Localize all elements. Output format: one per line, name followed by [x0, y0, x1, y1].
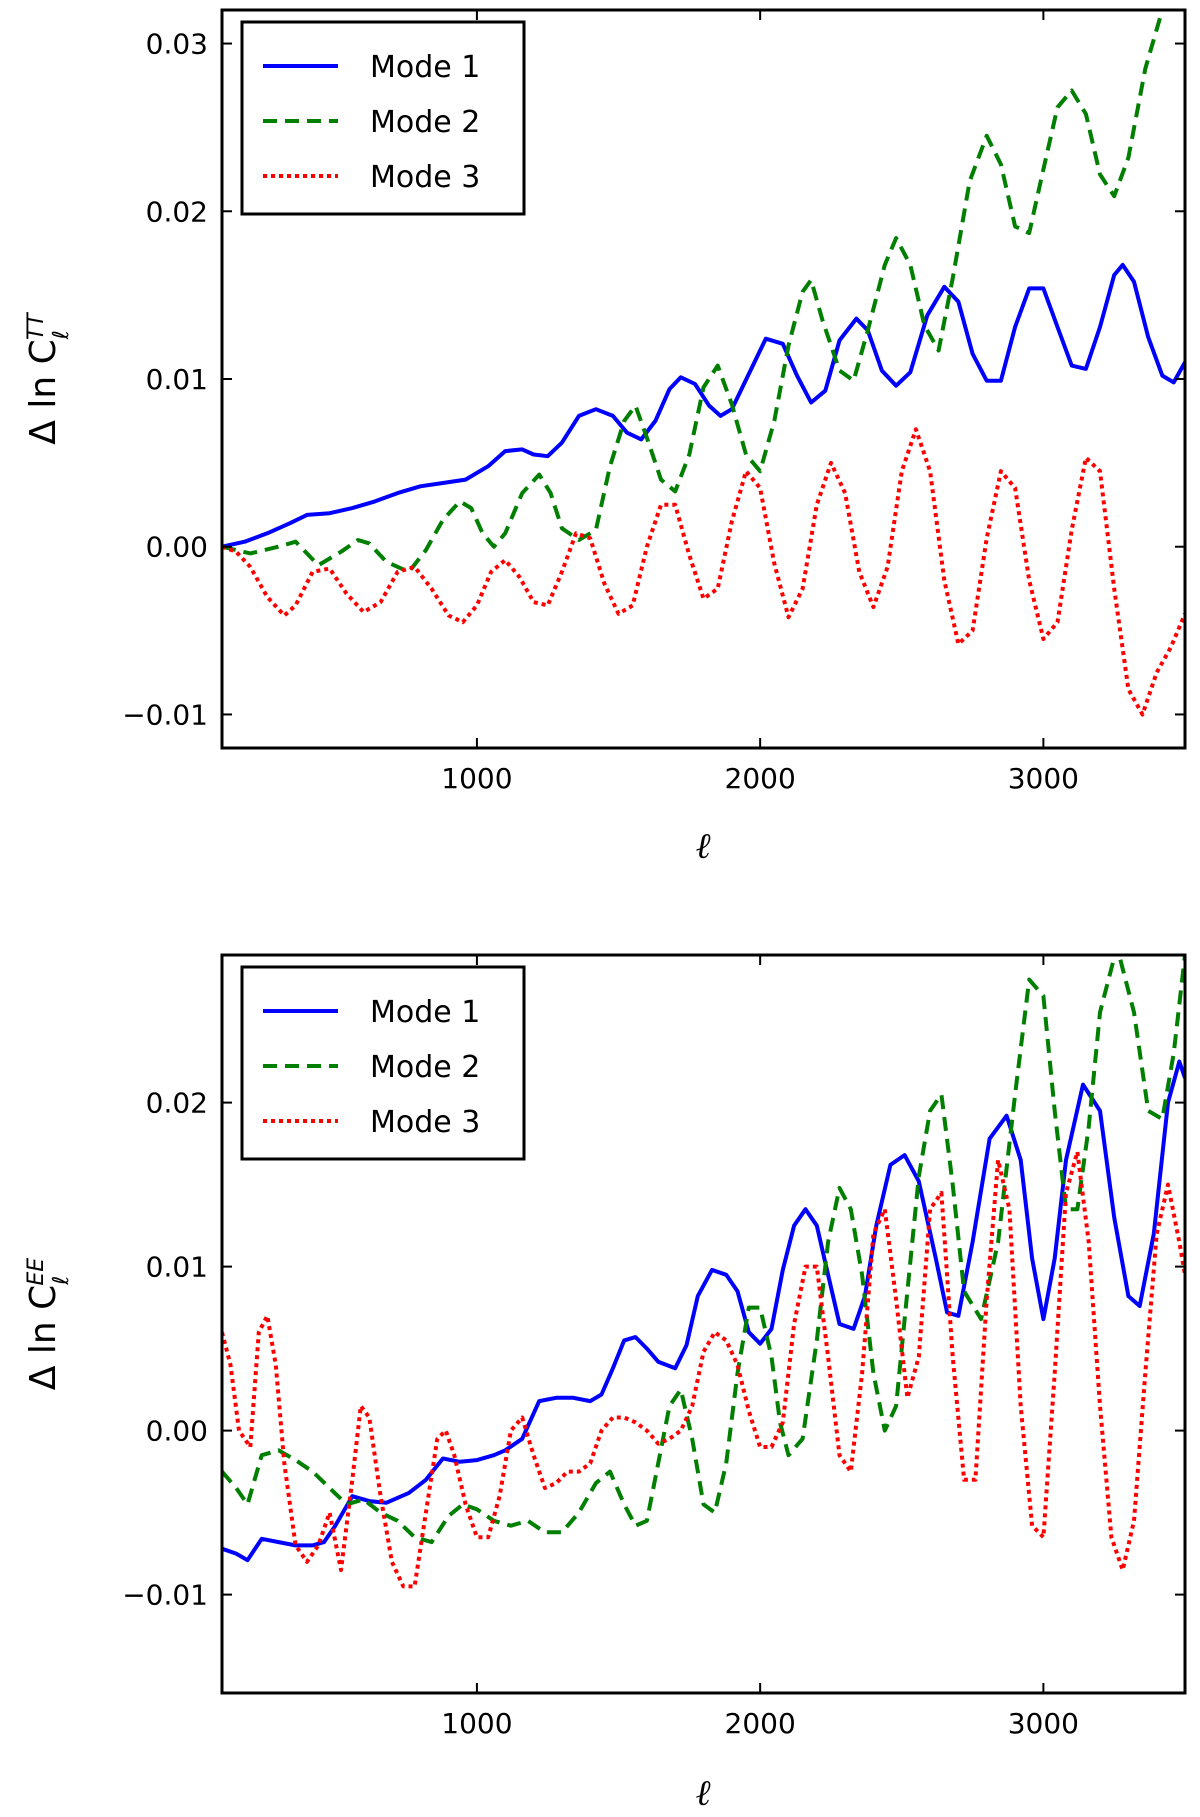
top-y-tick-label-0-00: 0.00 — [146, 531, 208, 564]
top-y-tick-label-0-03: 0.03 — [146, 28, 208, 61]
bottom-x-tick-label-1000: 1000 — [441, 1707, 512, 1740]
top-x-axis-label: ℓ — [696, 826, 711, 867]
top-y-axis-label-prefix: Δ ln C — [23, 339, 64, 444]
top-x-tick-label-3000: 3000 — [1008, 762, 1079, 795]
top-legend-label-mode-3: Mode 3 — [370, 160, 480, 195]
bottom-y-tick-label-0-00: 0.00 — [146, 1415, 208, 1448]
bottom-y-axis-label-sub: ℓ — [49, 1276, 74, 1286]
bottom-y-axis-label-sup: EE — [24, 1258, 49, 1286]
top-ticks: 1000 2000 3000 −0.01 0.00 0.01 0.02 0.03 — [122, 10, 1185, 795]
top-y-axis-label: Δ ln CℓTT — [23, 312, 74, 445]
top-y-tick-label-0-01: 0.01 — [146, 363, 208, 396]
top-series-layer — [222, 10, 1185, 717]
top-series-mode-3 — [222, 427, 1185, 717]
bottom-y-axis-label: Δ ln CℓEE — [23, 1258, 74, 1390]
top-series-mode-2 — [222, 10, 1165, 574]
bottom-legend-box — [240, 965, 526, 1161]
bottom-legend: Mode 1 Mode 2 Mode 3 — [240, 965, 526, 1161]
top-legend-label-mode-2: Mode 2 — [370, 105, 480, 140]
top-legend-box — [240, 20, 526, 216]
bottom-plot-frame — [220, 953, 1187, 1695]
top-x-tick-label-1000: 1000 — [441, 762, 512, 795]
top-y-axis-label-sub: ℓ — [49, 330, 74, 340]
top-y-axis-label-sup: TT — [24, 312, 49, 340]
bottom-legend-label-mode-3: Mode 3 — [370, 1105, 480, 1140]
bottom-series-mode-1 — [222, 1059, 1185, 1563]
top-legend-label-mode-1: Mode 1 — [370, 50, 480, 85]
top-legend: Mode 1 Mode 2 Mode 3 — [240, 20, 526, 216]
bottom-y-axis-label-prefix: Δ ln C — [23, 1285, 64, 1390]
bottom-y-tick-label-minus-0-01: −0.01 — [122, 1579, 208, 1612]
bottom-panel: 1000 2000 3000 −0.01 0.00 0.01 0.02 Mode 1 Mod… — [23, 953, 1187, 1814]
bottom-x-tick-label-3000: 3000 — [1008, 1707, 1079, 1740]
bottom-legend-label-mode-1: Mode 1 — [370, 995, 480, 1030]
bottom-x-axis-label: ℓ — [696, 1773, 711, 1814]
bottom-ticks: 1000 2000 3000 −0.01 0.00 0.01 0.02 — [122, 955, 1185, 1740]
top-series-mode-1 — [222, 262, 1185, 549]
bottom-x-tick-label-2000: 2000 — [725, 1707, 796, 1740]
bottom-y-tick-label-0-02: 0.02 — [146, 1087, 208, 1120]
top-y-tick-label-minus-0-01: −0.01 — [122, 698, 208, 731]
bottom-series-mode-3 — [222, 1149, 1185, 1589]
bottom-series-mode-2 — [222, 955, 1185, 1545]
top-panel: 1000 2000 3000 −0.01 0.00 0.01 0.02 0.03 Mode 1… — [23, 8, 1187, 867]
top-y-tick-label-0-02: 0.02 — [146, 195, 208, 228]
bottom-legend-label-mode-2: Mode 2 — [370, 1050, 480, 1085]
top-x-tick-label-2000: 2000 — [725, 762, 796, 795]
bottom-series-layer — [222, 955, 1185, 1589]
bottom-y-tick-label-0-01: 0.01 — [146, 1251, 208, 1284]
